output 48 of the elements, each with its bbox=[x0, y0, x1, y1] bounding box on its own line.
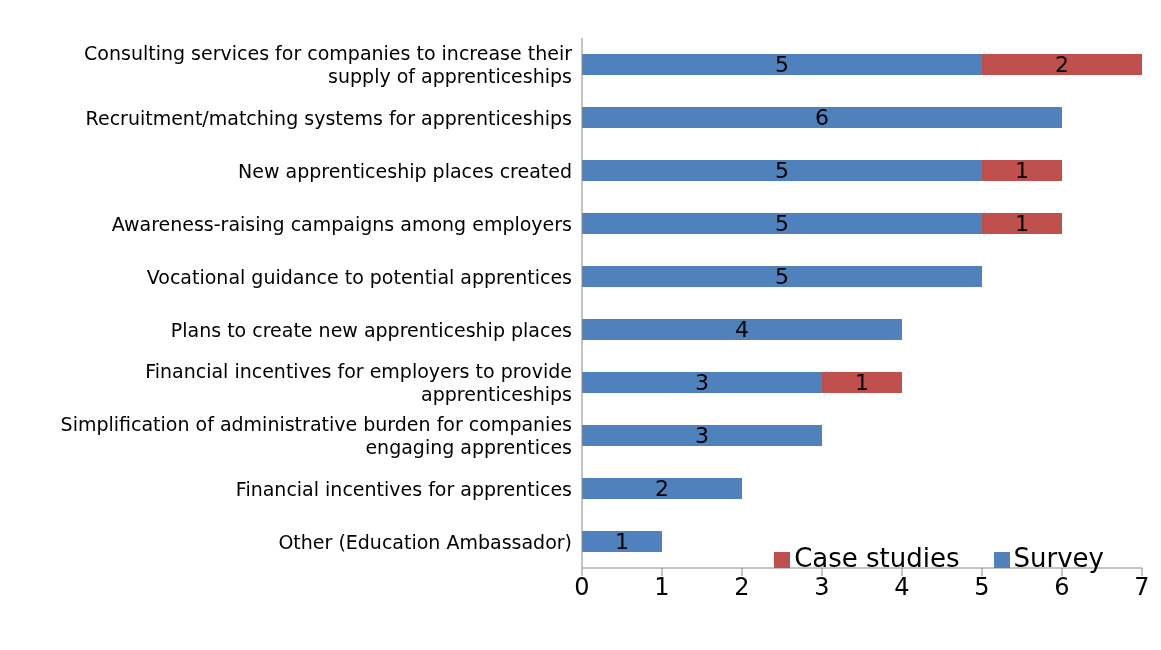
y-tick-label: Recruitment/matching systems for apprenticeships bbox=[85, 106, 572, 129]
y-tick-label: Financial incentives for employers to provide apprenticeships bbox=[145, 360, 572, 405]
data-label: 1 bbox=[855, 370, 869, 396]
data-label: 1 bbox=[1015, 211, 1029, 237]
data-label: 2 bbox=[1055, 52, 1069, 78]
x-tick-label: 1 bbox=[654, 573, 670, 602]
bar bbox=[582, 318, 902, 340]
x-tick-label: 3 bbox=[814, 573, 830, 602]
y-tick-label: Vocational guidance to potential apprentices bbox=[146, 265, 572, 288]
x-tick-label: 4 bbox=[894, 573, 910, 602]
bar bbox=[582, 530, 662, 552]
data-label: 5 bbox=[775, 264, 789, 290]
data-label: 1 bbox=[615, 529, 629, 555]
bar bbox=[582, 159, 982, 181]
y-tick-label: Other (Education Ambassador) bbox=[278, 530, 572, 553]
bar bbox=[582, 371, 822, 393]
bar bbox=[582, 53, 982, 75]
bar bbox=[822, 371, 902, 393]
bar bbox=[982, 212, 1062, 234]
x-tick-label: 5 bbox=[974, 573, 990, 602]
bar bbox=[582, 265, 982, 287]
bar bbox=[982, 159, 1062, 181]
data-label: 1 bbox=[1015, 158, 1029, 184]
legend-label: Case studies bbox=[794, 543, 960, 573]
bar bbox=[582, 212, 982, 234]
data-label: 5 bbox=[775, 211, 789, 237]
data-label: 6 bbox=[815, 105, 829, 131]
x-tick-label: 6 bbox=[1054, 573, 1070, 602]
data-label: 4 bbox=[735, 317, 749, 343]
bar bbox=[582, 477, 742, 499]
y-tick-label: Consulting services for companies to increase their supply of apprenticeships bbox=[84, 42, 573, 87]
y-tick-label: Plans to create new apprenticeship places bbox=[170, 318, 572, 341]
y-tick-label: Financial incentives for apprentices bbox=[235, 477, 572, 500]
bar bbox=[582, 106, 1062, 128]
data-label: 2 bbox=[655, 476, 669, 502]
data-label: 3 bbox=[695, 423, 709, 449]
y-tick-label: New apprenticeship places created bbox=[238, 159, 572, 182]
y-tick-label: Simplification of administrative burden for companies engaging apprentices bbox=[60, 413, 572, 458]
bar bbox=[982, 53, 1142, 75]
data-label: 5 bbox=[775, 52, 789, 78]
legend-label: Survey bbox=[1013, 543, 1104, 573]
x-tick-label: 2 bbox=[734, 573, 750, 602]
x-tick-label: 0 bbox=[574, 573, 590, 602]
bar bbox=[582, 424, 822, 446]
data-label: 3 bbox=[695, 370, 709, 396]
data-label: 5 bbox=[775, 158, 789, 184]
x-tick-label: 7 bbox=[1134, 573, 1150, 602]
y-tick-label: Awareness-raising campaigns among employers bbox=[111, 212, 572, 235]
